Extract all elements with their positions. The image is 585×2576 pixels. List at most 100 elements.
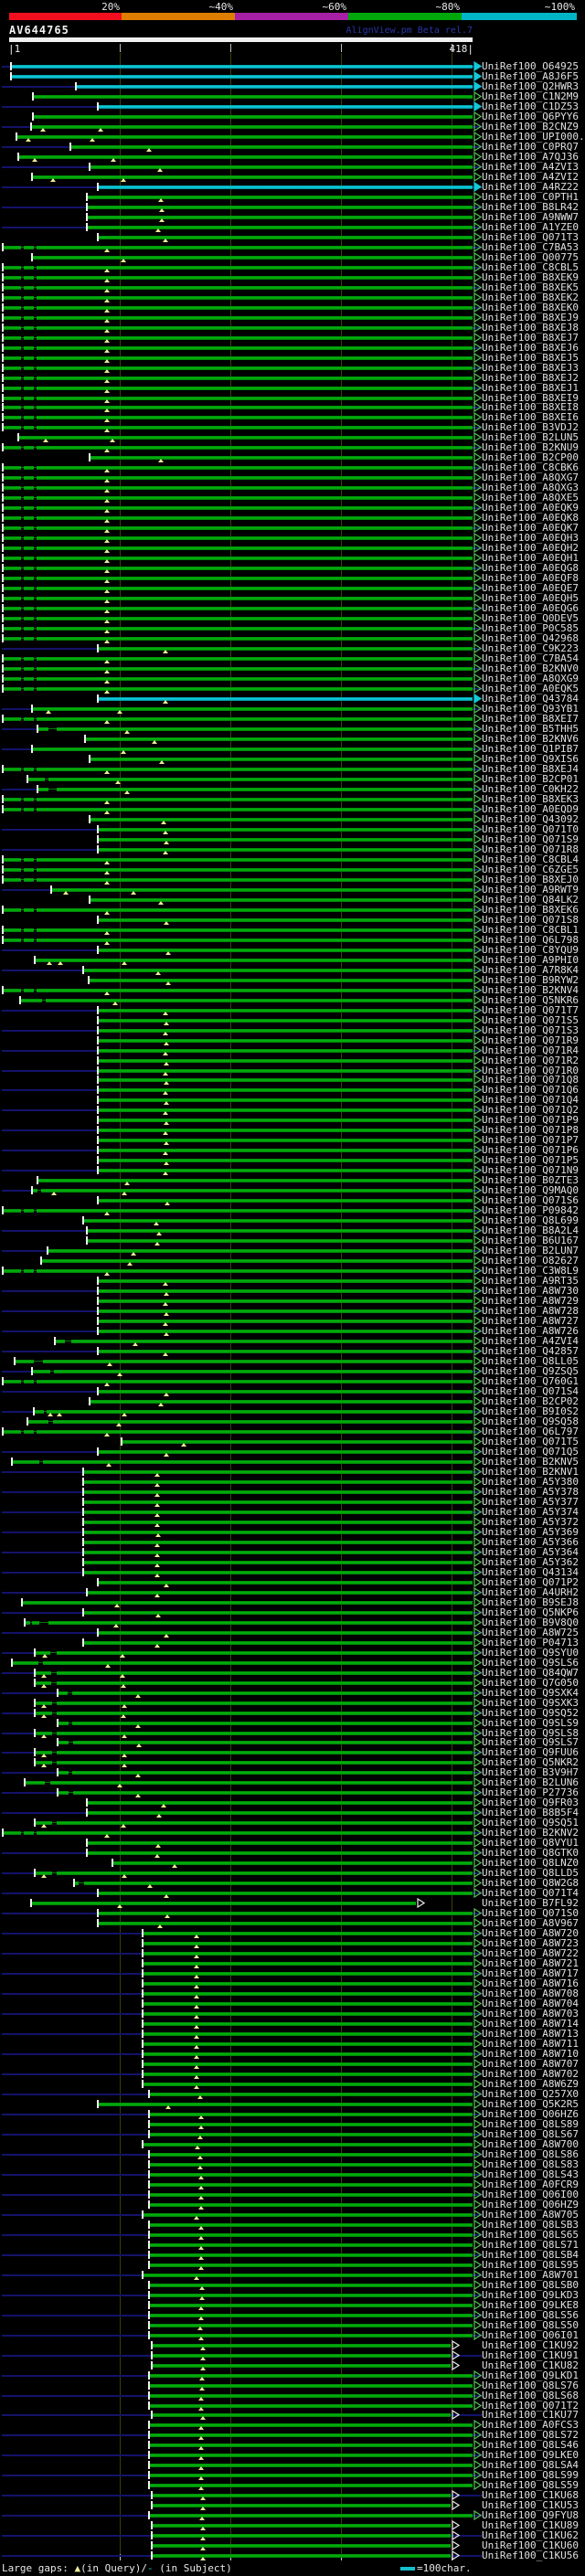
hit-bar[interactable] (144, 1932, 473, 1935)
hit-row[interactable]: UniRef100_Q9SXK3 (0, 1698, 585, 1708)
hit-bar[interactable] (33, 1370, 473, 1373)
hit-label[interactable]: UniRef100_A0EQD9 (482, 803, 579, 815)
hit-bar[interactable] (4, 607, 473, 610)
hit-row[interactable]: UniRef100_A8W726 (0, 1326, 585, 1336)
hit-row[interactable]: UniRef100_C1N2M9 (0, 91, 585, 101)
hit-row[interactable]: UniRef100_Q06I00 (0, 2189, 585, 2200)
hit-row[interactable]: UniRef100_Q8LS50 (0, 2320, 585, 2330)
hit-bar[interactable] (4, 496, 473, 500)
hit-label[interactable]: UniRef100_Q8LS56 (482, 2309, 579, 2321)
hit-row[interactable]: UniRef100_C8CBK6 (0, 462, 585, 472)
hit-row[interactable]: UniRef100_A8QXG3 (0, 482, 585, 493)
hit-label[interactable]: UniRef100_Q8LS46 (482, 2439, 579, 2451)
hit-label[interactable]: UniRef100_B8XEK9 (482, 271, 579, 283)
hit-label[interactable]: UniRef100_B8XEJ8 (482, 322, 579, 334)
hit-bar[interactable] (99, 1350, 473, 1353)
hit-row[interactable]: UniRef100_A8W708 (0, 1988, 585, 1998)
hit-row[interactable]: UniRef100_A0EQH1 (0, 553, 585, 563)
hit-bar[interactable] (99, 1390, 473, 1394)
hit-label[interactable]: UniRef100_Q9FR03 (482, 1797, 579, 1808)
hit-label[interactable]: UniRef100_Q9SXK4 (482, 1687, 579, 1699)
hit-bar[interactable] (4, 808, 473, 811)
hit-label[interactable]: UniRef100_Q9LKD1 (482, 2369, 579, 2381)
hit-row[interactable]: UniRef100_A8W727 (0, 1316, 585, 1326)
hit-bar[interactable] (4, 667, 473, 671)
hit-label[interactable]: UniRef100_A0EQH1 (482, 552, 579, 564)
hit-row[interactable]: UniRef100_C1KU62 (0, 2530, 585, 2540)
hit-label[interactable]: UniRef100_A8W722 (482, 1947, 579, 1959)
hit-label[interactable]: UniRef100_Q9FUU6 (482, 1746, 579, 1758)
hit-row[interactable]: UniRef100_B8XEJ4 (0, 764, 585, 774)
hit-label[interactable]: UniRef100_A8W710 (482, 2048, 579, 2060)
hit-label[interactable]: UniRef100_B9I0S2 (482, 1405, 579, 1417)
hit-label[interactable]: UniRef100_Q0DEV5 (482, 612, 579, 624)
hit-label[interactable]: UniRef100_Q43134 (482, 1566, 579, 1578)
hit-label[interactable]: UniRef100_A7R8K4 (482, 964, 579, 976)
hit-label[interactable]: UniRef100_A5Y380 (482, 1476, 579, 1488)
hit-label[interactable]: UniRef100_Q071S5 (482, 1014, 579, 1026)
hit-row[interactable]: UniRef100_Q071T0 (0, 824, 585, 834)
hit-label[interactable]: UniRef100_A8W703 (482, 2008, 579, 2019)
hit-label[interactable]: UniRef100_C1KU68 (482, 2489, 579, 2501)
hit-label[interactable]: UniRef100_Q6L798 (482, 934, 579, 946)
hit-label[interactable]: UniRef100_B8XEI7 (482, 713, 579, 725)
hit-row[interactable]: UniRef100_B3V9H7 (0, 1767, 585, 1777)
hit-row[interactable]: UniRef100_C1KU56 (0, 2550, 585, 2560)
hit-bar[interactable] (150, 2384, 473, 2388)
hit-bar[interactable] (99, 1009, 473, 1012)
hit-label[interactable]: UniRef100_A0EQH3 (482, 532, 579, 544)
hit-label[interactable]: UniRef100_B8XEJ4 (482, 763, 579, 775)
hit-row[interactable]: UniRef100_A8W716 (0, 1978, 585, 1988)
hit-bar[interactable] (153, 2504, 451, 2507)
hit-bar[interactable] (88, 1851, 473, 1855)
hit-row[interactable]: UniRef100_A5Y372 (0, 1517, 585, 1527)
hit-label[interactable]: UniRef100_A0EQH2 (482, 542, 579, 554)
hit-label[interactable]: UniRef100_B8XEJ2 (482, 372, 579, 384)
hit-label[interactable]: UniRef100_A8J6F5 (482, 70, 579, 82)
hit-label[interactable]: UniRef100_A8W728 (482, 1305, 579, 1317)
hit-bar[interactable] (90, 979, 473, 982)
hit-label[interactable]: UniRef100_Q760G1 (482, 1375, 579, 1387)
hit-row[interactable]: UniRef100_Q071S6 (0, 1195, 585, 1205)
hit-bar[interactable] (99, 2103, 473, 2106)
hit-label[interactable]: UniRef100_B8XEI6 (482, 411, 579, 423)
hit-row[interactable]: UniRef100_C1KU77 (0, 2410, 585, 2420)
hit-row[interactable]: UniRef100_C8CBL5 (0, 262, 585, 272)
hit-label[interactable]: UniRef100_Q8LS67 (482, 2128, 579, 2140)
hit-row[interactable]: UniRef100_A5Y378 (0, 1487, 585, 1497)
hit-label[interactable]: UniRef100_C1KU77 (482, 2409, 579, 2421)
hit-label[interactable]: UniRef100_Q8LS99 (482, 2469, 579, 2481)
hit-label[interactable]: UniRef100_Q8LS68 (482, 2390, 579, 2401)
hit-label[interactable]: UniRef100_Q06I00 (482, 2189, 579, 2200)
hit-label[interactable]: UniRef100_Q9SLS9 (482, 1717, 579, 1729)
hit-label[interactable]: UniRef100_Q071T0 (482, 823, 579, 835)
hit-bar[interactable] (90, 1400, 473, 1404)
hit-bar[interactable] (4, 637, 473, 641)
hit-bar[interactable] (99, 1320, 473, 1323)
hit-row[interactable]: UniRef100_A0EQG6 (0, 603, 585, 613)
hit-row[interactable]: UniRef100_Q071N9 (0, 1165, 585, 1175)
hit-bar[interactable] (99, 1049, 473, 1053)
hit-bar[interactable] (77, 85, 473, 89)
hit-label[interactable]: UniRef100_Q5NKR2 (482, 1756, 579, 1768)
hit-row[interactable]: UniRef100_A7R8K4 (0, 965, 585, 975)
hit-row[interactable]: UniRef100_Q8LS72 (0, 2430, 585, 2440)
hit-label[interactable]: UniRef100_C1KU89 (482, 2519, 579, 2531)
hit-bar[interactable] (58, 1691, 473, 1695)
hit-label[interactable]: UniRef100_Q9LKE8 (482, 2299, 579, 2311)
hit-bar[interactable] (144, 2213, 473, 2217)
hit-label[interactable]: UniRef100_A5Y369 (482, 1526, 579, 1538)
hit-row[interactable]: UniRef100_Q8W2G8 (0, 1878, 585, 1888)
hit-row[interactable]: UniRef100_A8J6F5 (0, 71, 585, 81)
hit-label[interactable]: UniRef100_A0EQG8 (482, 562, 579, 574)
hit-label[interactable]: UniRef100_Q071R4 (482, 1044, 579, 1056)
hit-bar[interactable] (4, 677, 473, 681)
hit-bar[interactable] (99, 949, 473, 952)
hit-label[interactable]: UniRef100_A8W6Z9 (482, 2078, 579, 2090)
hit-row[interactable]: UniRef100_B8XEJ6 (0, 343, 585, 353)
hit-label[interactable]: UniRef100_B0ZTE3 (482, 1174, 579, 1186)
hit-label[interactable]: UniRef100_Q9ZSQ5 (482, 1365, 579, 1377)
hit-row[interactable]: UniRef100_B2KNV4 (0, 985, 585, 995)
hit-label[interactable]: UniRef100_B8A2L4 (482, 1224, 579, 1236)
hit-bar[interactable] (144, 2062, 473, 2066)
